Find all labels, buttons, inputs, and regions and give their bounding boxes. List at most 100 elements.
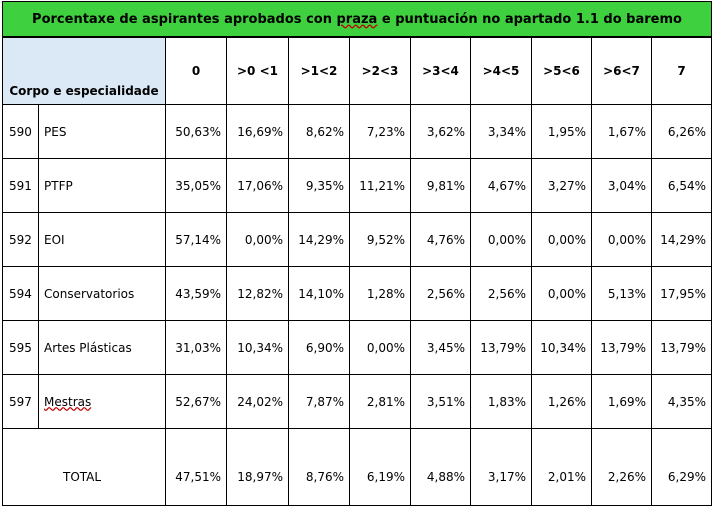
table-cell: 0,00% — [470, 212, 532, 267]
title-row: Porcentaxe de aspirantes aprobados con p… — [1, 1, 713, 38]
row-name: PTFP — [38, 158, 166, 213]
table-cell: 14,29% — [650, 212, 713, 267]
column-header: 7 — [650, 36, 713, 105]
table-cell: 1,28% — [349, 266, 411, 321]
table-cell: 50,63% — [165, 104, 227, 159]
column-header: >3<4 — [410, 36, 471, 105]
table-cell: 7,87% — [288, 374, 350, 429]
table-cell: 8,62% — [288, 104, 350, 159]
table-cell: 16,69% — [226, 104, 289, 159]
total-cell: 2,26% — [591, 428, 652, 506]
table-cell: 13,79% — [650, 320, 713, 375]
title-part-3: e puntuación no apartado 1.1 do baremo — [381, 11, 682, 27]
table-cell: 13,79% — [470, 320, 532, 375]
row-name: Mestras — [38, 374, 166, 429]
table-cell: 9,35% — [288, 158, 350, 213]
table-cell: 57,14% — [165, 212, 227, 267]
column-header: >2<3 — [349, 36, 411, 105]
table-cell: 3,45% — [410, 320, 471, 375]
total-cell: 6,19% — [349, 428, 411, 506]
row-code: 590 — [2, 104, 39, 159]
column-header: 0 — [165, 36, 227, 105]
table-cell: 1,26% — [531, 374, 592, 429]
table-row: 594 Conservatorios 43,59% 12,82% 14,10% … — [2, 266, 713, 321]
table-cell: 2,56% — [470, 266, 532, 321]
title-part-2: praza — [336, 11, 378, 27]
table-row: 592 EOI 57,14% 0,00% 14,29% 9,52% 4,76% … — [2, 212, 713, 267]
column-header: >1<2 — [288, 36, 350, 105]
table-cell: 3,62% — [410, 104, 471, 159]
table-cell: 0,00% — [531, 266, 592, 321]
total-cell: 2,01% — [531, 428, 592, 506]
table-cell: 1,67% — [591, 104, 652, 159]
row-name: Conservatorios — [38, 266, 166, 321]
row-name: EOI — [38, 212, 166, 267]
table-cell: 5,13% — [591, 266, 652, 321]
table-row: 595 Artes Plásticas 31,03% 10,34% 6,90% … — [2, 320, 713, 375]
total-label: TOTAL — [2, 428, 166, 506]
table-cell: 6,26% — [650, 104, 713, 159]
row-name: Artes Plásticas — [38, 320, 166, 375]
table-cell: 14,29% — [288, 212, 350, 267]
table-cell: 0,00% — [349, 320, 411, 375]
total-cell: 18,97% — [226, 428, 289, 506]
table-cell: 4,35% — [650, 374, 713, 429]
row-code: 594 — [2, 266, 39, 321]
row-name-text: Mestras — [44, 394, 92, 409]
table-cell: 35,05% — [165, 158, 227, 213]
total-row: TOTAL 47,51% 18,97% 8,76% 6,19% 4,88% 3,… — [2, 428, 713, 506]
title-part-1: Porcentaxe de aspirantes aprobados con — [32, 11, 332, 27]
column-header: >5<6 — [531, 36, 592, 105]
table-cell: 2,56% — [410, 266, 471, 321]
table-cell: 2,81% — [349, 374, 411, 429]
table-cell: 9,81% — [410, 158, 471, 213]
table-cell: 3,27% — [531, 158, 592, 213]
table-cell: 6,90% — [288, 320, 350, 375]
total-cell: 4,88% — [410, 428, 471, 506]
table-cell: 43,59% — [165, 266, 227, 321]
table-cell: 1,95% — [531, 104, 592, 159]
table-cell: 24,02% — [226, 374, 289, 429]
header-row: Corpo e especialidade 0 >0 <1 >1<2 >2<3 … — [2, 36, 713, 105]
row-code: 595 — [2, 320, 39, 375]
table-cell: 17,95% — [650, 266, 713, 321]
table-cell: 14,10% — [288, 266, 350, 321]
total-cell: 6,29% — [650, 428, 713, 506]
table-cell: 13,79% — [591, 320, 652, 375]
row-code: 592 — [2, 212, 39, 267]
corpo-header: Corpo e especialidade — [2, 36, 166, 105]
row-code: 597 — [2, 374, 39, 429]
table-cell: 7,23% — [349, 104, 411, 159]
table-cell: 11,21% — [349, 158, 411, 213]
table-cell: 10,34% — [531, 320, 592, 375]
table-cell: 9,52% — [349, 212, 411, 267]
table-cell: 12,82% — [226, 266, 289, 321]
table-row: 597 Mestras 52,67% 24,02% 7,87% 2,81% 3,… — [2, 374, 713, 429]
table-cell: 0,00% — [591, 212, 652, 267]
table-cell: 6,54% — [650, 158, 713, 213]
table-cell: 3,04% — [591, 158, 652, 213]
total-cell: 8,76% — [288, 428, 350, 506]
table-cell: 10,34% — [226, 320, 289, 375]
total-cell: 47,51% — [165, 428, 227, 506]
table-cell: 3,34% — [470, 104, 532, 159]
row-name: PES — [38, 104, 166, 159]
table-cell: 1,69% — [591, 374, 652, 429]
table-cell: 1,83% — [470, 374, 532, 429]
table-row: 591 PTFP 35,05% 17,06% 9,35% 11,21% 9,81… — [2, 158, 713, 213]
table-cell: 3,51% — [410, 374, 471, 429]
table-cell: 31,03% — [165, 320, 227, 375]
table-cell: 0,00% — [531, 212, 592, 267]
table-row: 590 PES 50,63% 16,69% 8,62% 7,23% 3,62% … — [2, 104, 713, 159]
table-cell: 17,06% — [226, 158, 289, 213]
table-cell: 52,67% — [165, 374, 227, 429]
column-header: >0 <1 — [226, 36, 289, 105]
table-cell: 0,00% — [226, 212, 289, 267]
table-title: Porcentaxe de aspirantes aprobados con p… — [1, 1, 713, 38]
column-header: >4<5 — [470, 36, 532, 105]
table-cell: 4,67% — [470, 158, 532, 213]
total-cell: 3,17% — [470, 428, 532, 506]
column-header: >6<7 — [591, 36, 652, 105]
row-code: 591 — [2, 158, 39, 213]
